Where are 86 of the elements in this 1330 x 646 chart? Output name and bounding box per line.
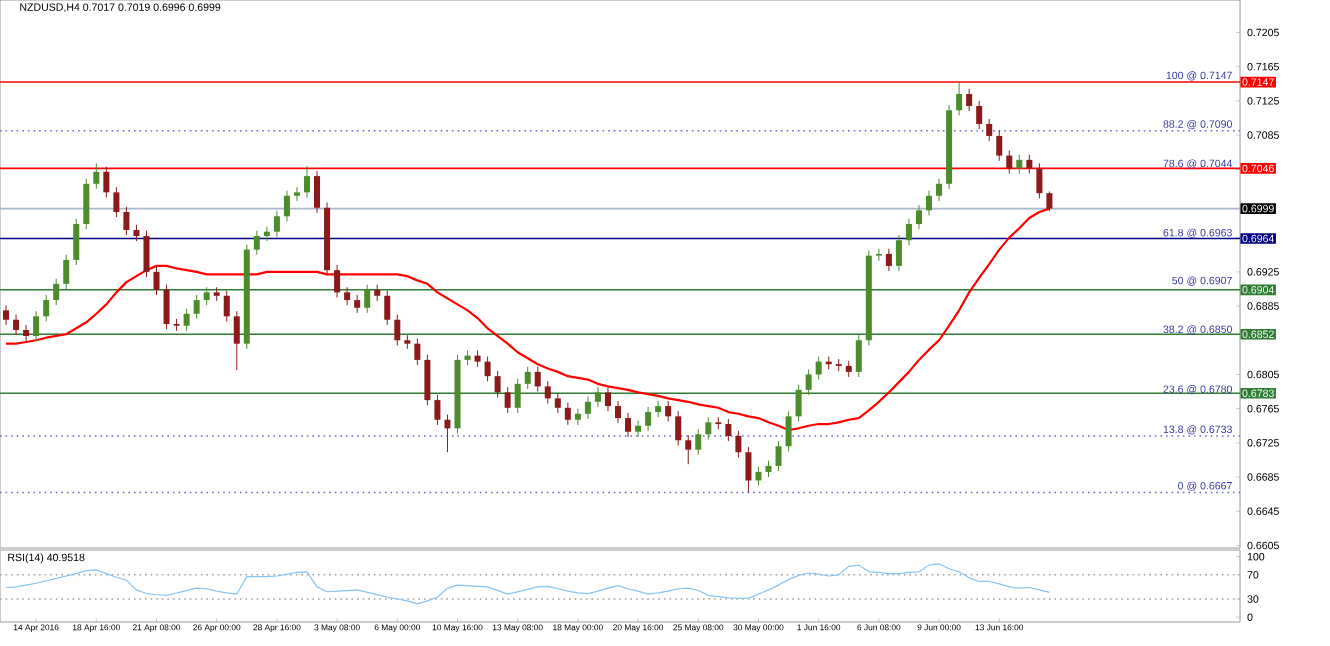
- candlestick: [43, 294, 50, 322]
- candlestick: [584, 396, 591, 420]
- candlestick: [163, 284, 170, 330]
- candlestick: [504, 386, 511, 414]
- candlestick: [956, 81, 963, 116]
- candlestick: [665, 400, 672, 422]
- candlestick: [1046, 190, 1053, 212]
- candlestick: [986, 118, 993, 142]
- candlestick: [544, 380, 551, 405]
- candlestick: [434, 394, 441, 426]
- candlestick: [705, 416, 712, 440]
- candlestick: [394, 314, 401, 346]
- candlestick: [273, 210, 280, 238]
- candlestick: [223, 290, 230, 322]
- candlestick: [895, 234, 902, 272]
- candlestick: [253, 230, 260, 256]
- candlestick: [855, 334, 862, 378]
- candlestick: [233, 310, 240, 371]
- candlestick: [1016, 154, 1023, 175]
- candlestick: [334, 264, 341, 299]
- candlestick: [655, 400, 662, 418]
- candlestick: [635, 420, 642, 438]
- candlestick: [414, 338, 421, 366]
- candlestick: [1026, 154, 1033, 175]
- candlestick: [53, 278, 60, 306]
- candlestick: [424, 354, 431, 406]
- candlestick: [3, 304, 10, 326]
- candlestick: [293, 186, 300, 202]
- candlestick: [364, 284, 371, 314]
- candlestick: [153, 266, 160, 296]
- candlestick: [875, 248, 882, 262]
- candlestick: [103, 166, 110, 198]
- candlestick: [795, 384, 802, 422]
- candlestick: [625, 412, 632, 438]
- candlestick: [263, 226, 270, 242]
- candlestick: [926, 190, 933, 216]
- candlestick: [303, 165, 311, 198]
- candlestick: [494, 370, 501, 399]
- candlestick: [113, 186, 120, 218]
- candlestick: [775, 440, 782, 472]
- candlestick: [514, 378, 521, 414]
- candlestick: [815, 355, 822, 381]
- candlestick: [735, 430, 742, 458]
- candlestick: [183, 308, 190, 332]
- candlestick: [594, 386, 601, 408]
- candlestick: [966, 88, 973, 112]
- candlestick: [193, 294, 200, 320]
- candlestick: [283, 190, 290, 222]
- candlestick: [33, 310, 40, 342]
- candlestick: [23, 324, 30, 342]
- candlestick: [675, 410, 682, 446]
- candlestick: [574, 408, 581, 426]
- candlestick: [685, 434, 692, 465]
- candlestick: [615, 400, 622, 424]
- candlestick: [73, 218, 80, 266]
- candlestick: [976, 100, 983, 130]
- candlestick: [745, 446, 752, 493]
- candlestick: [344, 286, 351, 306]
- candlestick: [484, 355, 491, 382]
- candlestick: [695, 428, 702, 456]
- candlestick: [885, 248, 892, 272]
- candlestick: [996, 130, 1003, 162]
- candlestick: [1006, 149, 1013, 175]
- candlestick: [785, 410, 792, 452]
- candlestick: [905, 218, 912, 246]
- candlestick: [534, 366, 541, 393]
- candlestick: [143, 230, 150, 278]
- candlestick: [604, 386, 611, 412]
- candlestick: [524, 366, 531, 390]
- candlestick: [93, 162, 100, 190]
- candlestick: [1036, 162, 1043, 199]
- candlestick: [564, 402, 571, 426]
- candlestick: [725, 418, 732, 442]
- candlestick: [83, 178, 90, 230]
- candlestick: [314, 170, 321, 214]
- candlestick: [554, 392, 561, 414]
- candlestick: [13, 314, 20, 336]
- candlestick: [123, 206, 130, 236]
- candlestick: [384, 290, 391, 326]
- candlestick: [444, 414, 451, 453]
- candlestick: [805, 368, 812, 396]
- candlestick: [936, 178, 943, 202]
- candlestick: [755, 466, 762, 487]
- candlestick: [645, 406, 652, 432]
- candlestick: [63, 254, 70, 290]
- candlestick: [915, 204, 922, 230]
